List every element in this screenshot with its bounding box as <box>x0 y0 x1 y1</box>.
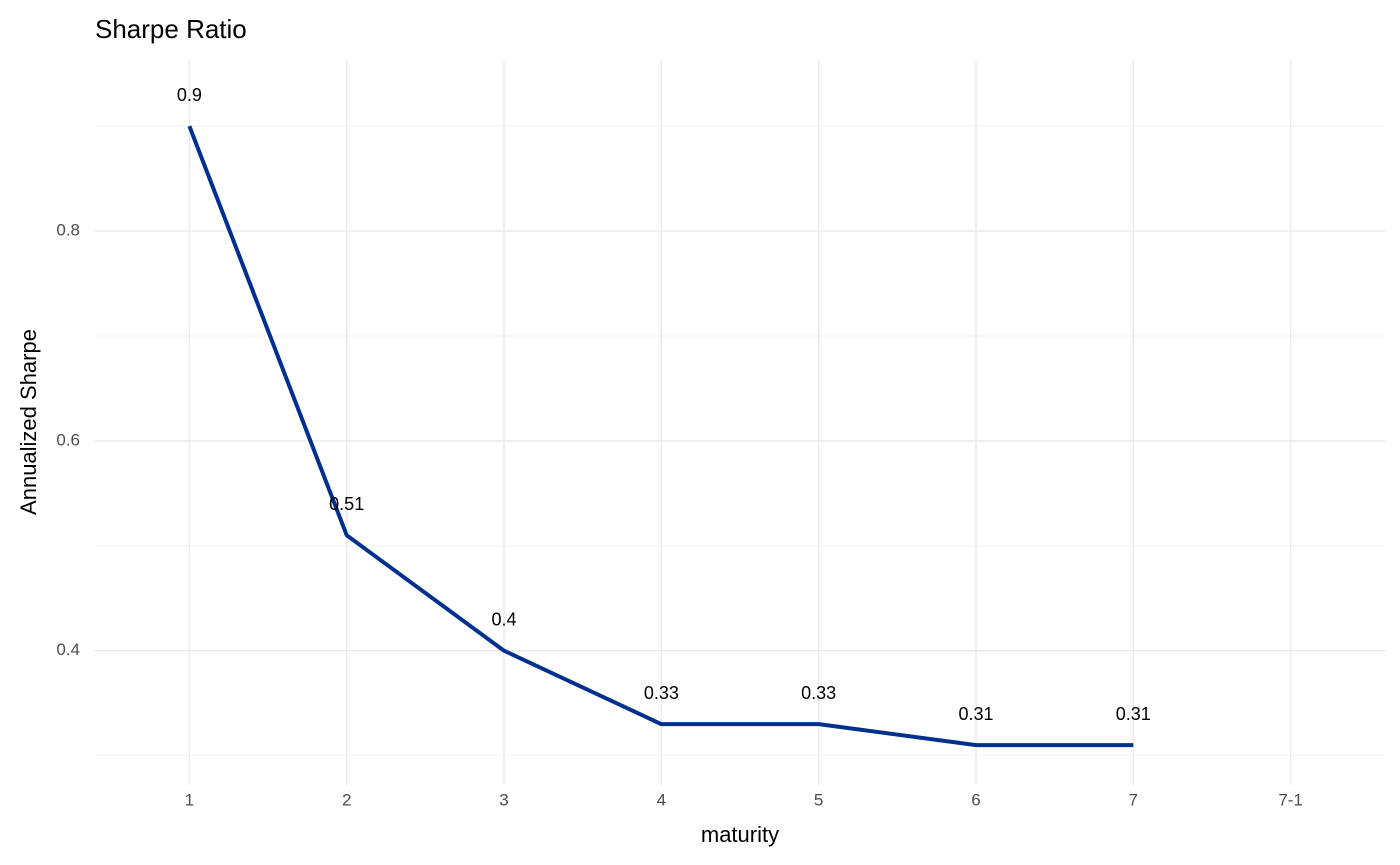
y-tick-label: 0.6 <box>56 430 80 449</box>
x-tick-label: 7-1 <box>1278 790 1303 809</box>
chart-title: Sharpe Ratio <box>95 14 247 44</box>
y-tick-label: 0.4 <box>56 640 80 659</box>
x-tick-label: 2 <box>342 790 351 809</box>
y-tick-label: 0.8 <box>56 221 80 240</box>
data-label: 0.31 <box>958 704 993 724</box>
x-tick-label: 1 <box>185 790 194 809</box>
data-label: 0.4 <box>492 609 517 629</box>
data-label: 0.33 <box>644 683 679 703</box>
x-tick-label: 6 <box>971 790 980 809</box>
data-label: 0.51 <box>329 494 364 514</box>
line <box>187 125 1134 748</box>
data-label: 0.31 <box>1116 704 1151 724</box>
x-tick-label: 7 <box>1129 790 1138 809</box>
data-label: 0.9 <box>177 85 202 105</box>
data-label: 0.33 <box>801 683 836 703</box>
x-tick-label: 3 <box>499 790 508 809</box>
x-tick-label: 5 <box>814 790 823 809</box>
y-axis-label: Annualized Sharpe <box>16 329 41 515</box>
x-axis-label: maturity <box>701 822 779 847</box>
x-tick-label: 4 <box>657 790 666 809</box>
